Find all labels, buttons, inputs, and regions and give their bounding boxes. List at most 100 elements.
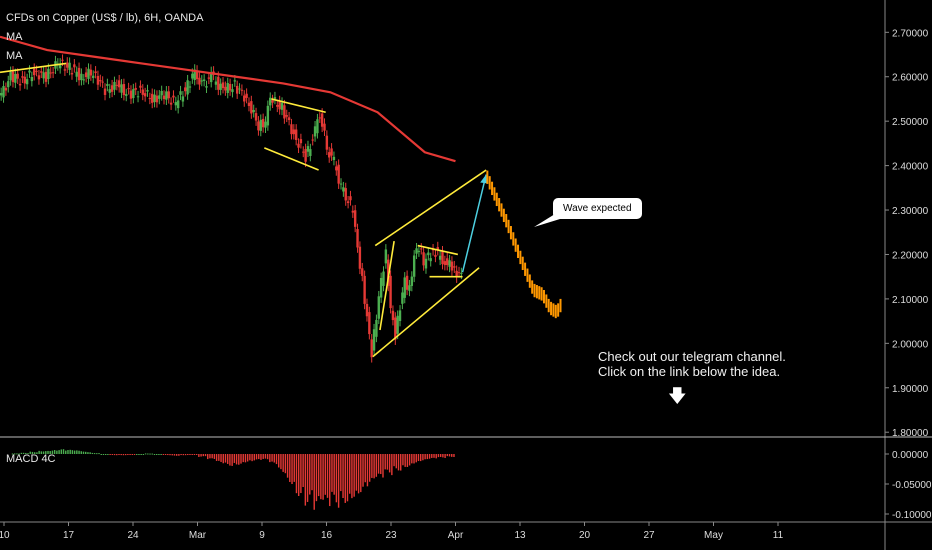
macd-histogram-bar <box>304 454 307 506</box>
macd-histogram-bar <box>29 451 31 454</box>
candle-body <box>415 248 418 254</box>
macd-histogram-bar <box>138 454 140 455</box>
telegram-note-line1: Check out our telegram channel. <box>598 349 786 364</box>
macd-histogram-bar <box>353 454 355 497</box>
macd-histogram-bar <box>207 454 209 460</box>
candle-body <box>174 102 178 106</box>
pattern-trendline <box>379 241 395 331</box>
candle-body <box>181 96 185 102</box>
macd-histogram-bar <box>340 454 342 492</box>
candle-body <box>51 72 55 74</box>
macd-histogram-bar <box>329 454 331 507</box>
macd-histogram-bar <box>397 454 400 471</box>
macd-histogram-bar <box>180 454 182 456</box>
candle-body <box>335 166 338 171</box>
candle-body <box>431 249 435 251</box>
candle-body <box>344 188 347 201</box>
ma-indicator-label-2[interactable]: MA <box>6 50 23 62</box>
candle-body <box>14 74 17 83</box>
candle-body <box>47 68 50 80</box>
macd-histogram-bar <box>127 454 129 455</box>
x-tick-label: 11 <box>773 530 784 541</box>
y-tick-label: 2.70000 <box>892 28 929 39</box>
candle-body <box>339 183 343 185</box>
macd-y-tick-label: 0.00000 <box>892 450 929 461</box>
candle-body <box>172 95 175 98</box>
candle-body <box>403 277 406 298</box>
candle-body <box>417 250 421 252</box>
candle-body <box>457 272 461 274</box>
telegram-note-line2: Click on the link below the idea. <box>598 364 781 379</box>
macd-histogram-bar <box>220 454 222 462</box>
macd-histogram-bar <box>402 454 404 466</box>
macd-histogram-bar <box>215 454 218 461</box>
macd-histogram-bar <box>368 454 371 482</box>
ma-indicator-label-1[interactable]: MA <box>6 31 23 43</box>
macd-histogram-bar <box>408 454 411 466</box>
candle-body <box>261 118 265 128</box>
candle-body <box>195 70 199 80</box>
macd-histogram-bar <box>282 454 284 472</box>
macd-histogram-bar <box>213 454 216 459</box>
macd-histogram-bar <box>382 454 384 478</box>
macd-histogram-bar <box>331 454 333 492</box>
candle-body <box>176 100 180 109</box>
candle-body <box>299 139 303 144</box>
candle-body <box>356 229 359 248</box>
macd-histogram-bar <box>200 454 202 457</box>
candle-body <box>28 70 31 73</box>
macd-histogram-bar <box>65 450 67 454</box>
macd-histogram-bar <box>431 454 433 458</box>
macd-histogram-bar <box>262 454 264 459</box>
candle-body <box>127 88 130 90</box>
macd-histogram-bar <box>362 454 364 487</box>
macd-indicator-label[interactable]: MACD 4C <box>6 453 56 465</box>
macd-histogram-bar <box>160 454 162 455</box>
macd-histogram-bar <box>91 452 94 454</box>
candle-body <box>379 277 383 298</box>
macd-histogram-bar <box>25 452 27 454</box>
macd-histogram-bar <box>149 453 151 455</box>
candle-body <box>453 266 456 268</box>
pattern-trendline <box>372 267 480 358</box>
candle-body <box>259 119 262 131</box>
macd-histogram-bar <box>446 454 449 457</box>
macd-histogram-bar <box>56 450 58 454</box>
macd-histogram-bar <box>136 454 138 455</box>
candle-body <box>238 88 241 90</box>
macd-histogram-bar <box>182 454 185 456</box>
macd-histogram-bar <box>60 449 63 454</box>
macd-histogram-bar <box>442 454 444 458</box>
macd-histogram-bar <box>233 454 236 463</box>
macd-histogram-bar <box>297 454 300 496</box>
macd-histogram-bar <box>47 450 49 454</box>
candle-body <box>302 151 305 153</box>
candle-body <box>44 71 48 82</box>
macd-histogram-bar <box>178 454 180 456</box>
macd-histogram-bar <box>284 454 287 474</box>
macd-histogram-bar <box>326 454 329 498</box>
macd-histogram-bar <box>273 454 275 463</box>
macd-histogram-bar <box>18 453 20 455</box>
candle-body <box>266 105 270 126</box>
macd-histogram-bar <box>266 454 269 460</box>
candle-body <box>66 62 69 68</box>
macd-histogram-bar <box>278 454 280 468</box>
x-tick-label: 9 <box>259 530 265 541</box>
candle-body <box>210 71 213 83</box>
macd-histogram-bar <box>333 454 335 495</box>
candle-body <box>235 85 239 94</box>
macd-histogram-bar <box>107 454 109 455</box>
macd-histogram-bar <box>373 454 375 479</box>
candle-body <box>346 201 350 204</box>
macd-histogram-bar <box>351 454 353 499</box>
candle-body <box>294 129 298 140</box>
macd-histogram-bar <box>280 454 282 470</box>
candle-body <box>297 143 300 148</box>
macd-y-tick-label: -0.10000 <box>892 510 932 521</box>
candle-body <box>240 89 244 91</box>
macd-histogram-bar <box>309 454 311 495</box>
down-arrow-icon: 🡇 <box>668 386 687 406</box>
macd-histogram-bar <box>80 451 82 454</box>
